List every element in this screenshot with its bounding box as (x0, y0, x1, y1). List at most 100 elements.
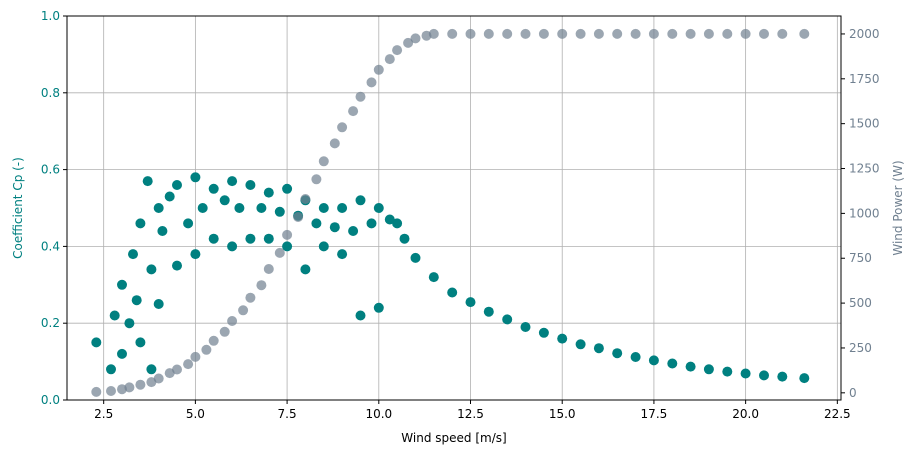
cp-point (799, 373, 810, 384)
power-point (465, 28, 476, 39)
power-point (91, 386, 102, 397)
power-point (172, 364, 182, 375)
power-point (483, 28, 494, 39)
right-tick-label: 1250 (849, 162, 880, 176)
cp-point (722, 366, 733, 377)
power-point (293, 212, 304, 222)
right-tick-label: 0 (849, 386, 857, 400)
x-tick-label: 10.0 (365, 407, 392, 421)
cp-point (153, 299, 164, 309)
power-series (91, 28, 810, 397)
power-point (575, 28, 586, 39)
power-point (238, 305, 249, 316)
power-point (722, 28, 733, 39)
right-tick-label: 2000 (849, 27, 880, 41)
power-point (153, 373, 164, 384)
power-point (612, 28, 623, 39)
power-point (392, 45, 403, 56)
power-point (630, 28, 641, 39)
cp-point (465, 297, 476, 308)
right-axis-label: Wind Power (W) (891, 160, 905, 255)
power-point (282, 229, 293, 240)
power-point (667, 28, 678, 39)
left-tick-label: 1.0 (41, 9, 60, 23)
x-tick-label: 12.5 (457, 407, 484, 421)
power-point (648, 28, 659, 39)
cp-point (146, 364, 157, 375)
power-point (263, 264, 274, 274)
power-point (256, 280, 267, 291)
power-point (337, 122, 348, 133)
cp-point (520, 322, 531, 332)
power-point (190, 351, 201, 362)
grid (67, 15, 841, 401)
power-point (557, 28, 568, 39)
x-tick-label: 15.0 (549, 407, 576, 421)
power-point (428, 28, 439, 39)
cp-point (183, 218, 194, 229)
cp-point (146, 264, 157, 275)
cp-point (557, 333, 568, 344)
right-tick-label: 1000 (849, 206, 880, 220)
left-axis-label: Coefficient Cp (-) (11, 157, 25, 259)
cp-point (131, 295, 142, 306)
x-axis-label: Wind speed [m/s] (401, 431, 506, 445)
cp-point (648, 355, 659, 366)
cp-point (208, 233, 219, 244)
cp-point (399, 233, 410, 244)
cp-point (227, 241, 238, 252)
power-point (799, 28, 810, 39)
cp-point (282, 241, 293, 252)
left-tick-label: 0.8 (41, 86, 60, 100)
cp-point (447, 287, 458, 298)
cp-point (190, 172, 201, 183)
cp-point (172, 260, 182, 271)
cp-point (337, 249, 348, 260)
cp-point (575, 339, 586, 350)
cp-point (410, 252, 421, 263)
x-tick-label: 20.0 (732, 407, 759, 421)
cp-point (366, 218, 377, 229)
cp-point (91, 337, 102, 348)
power-point (403, 37, 414, 48)
cp-point (117, 279, 127, 290)
cp-point (593, 343, 604, 354)
cp-point (667, 358, 678, 369)
power-point (274, 247, 285, 258)
power-point (124, 382, 135, 393)
cp-point (538, 327, 549, 338)
cp-point (135, 218, 146, 229)
power-point (300, 194, 311, 204)
cp-point (263, 187, 274, 198)
right-tick-label: 500 (849, 296, 872, 310)
cp-point (106, 364, 116, 375)
cp-point (348, 226, 359, 236)
x-tick-label: 5.0 (186, 407, 205, 421)
cp-point (124, 318, 135, 329)
power-point (348, 106, 359, 117)
cp-point (135, 337, 146, 348)
cp-point (153, 203, 164, 213)
power-point (311, 174, 322, 185)
cp-point (227, 176, 238, 187)
x-tick-label: 2.5 (94, 407, 113, 421)
cp-point (703, 364, 714, 375)
power-point (502, 28, 513, 39)
power-point (245, 292, 256, 303)
cp-point (685, 361, 696, 372)
power-point (685, 28, 696, 39)
power-point (208, 335, 219, 346)
right-axis-ticks: 0 250 500 750 1000 1250 1500 1750 2000 (841, 27, 880, 400)
cp-point (172, 180, 182, 190)
cp-point (274, 206, 285, 217)
cp-point (777, 371, 788, 382)
left-tick-label: 0.4 (41, 239, 60, 253)
power-point (538, 28, 549, 39)
power-point (520, 28, 531, 39)
cp-point (208, 183, 219, 194)
left-axis-ticks: 0.0 0.2 0.4 0.6 0.8 1.0 (41, 9, 67, 407)
left-tick-label: 0.0 (41, 393, 60, 407)
cp-point (234, 203, 245, 213)
